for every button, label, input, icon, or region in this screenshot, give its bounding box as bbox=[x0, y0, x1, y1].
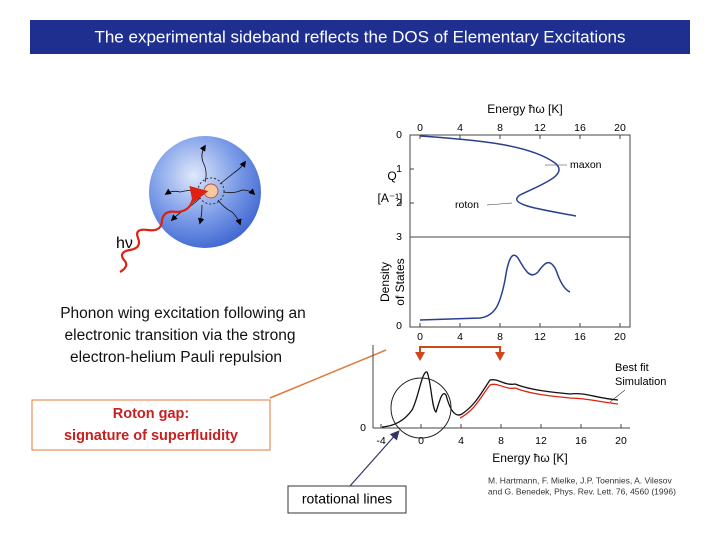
tick-label: 1 bbox=[396, 163, 402, 175]
dos-axis-label: of States bbox=[393, 258, 407, 305]
title: The experimental sideband reflects the D… bbox=[94, 27, 625, 46]
tick-label: 16 bbox=[574, 122, 586, 134]
citation: M. Hartmann, F. Mielke, J.P. Toennies, A… bbox=[488, 475, 673, 485]
highlight bbox=[390, 377, 452, 439]
simulation-curve bbox=[459, 383, 619, 419]
upper-figure: Energy ħω [K] Q [A⁻¹] Density of States … bbox=[377, 102, 631, 328]
x-axis-label: Energy ħω [K] bbox=[487, 102, 562, 116]
tick-label: 20 bbox=[615, 435, 627, 447]
dos-axis-label: Density bbox=[378, 262, 392, 302]
tick-label: 12 bbox=[534, 331, 546, 343]
tick-label: 4 bbox=[458, 435, 464, 447]
tick-label: 0 bbox=[417, 331, 423, 343]
dispersion-curve bbox=[419, 135, 577, 217]
x-axis-label: Energy ħω [K] bbox=[492, 451, 567, 465]
tick-label: 8 bbox=[497, 122, 503, 134]
tick-label: 4 bbox=[457, 122, 463, 134]
rotational-pointer bbox=[349, 430, 400, 487]
description-line: Phonon wing excitation following an bbox=[60, 305, 306, 322]
tick-label: 8 bbox=[498, 435, 504, 447]
photon bbox=[119, 185, 209, 273]
tick-label: 4 bbox=[457, 331, 463, 343]
callout-line: signature of superfluidity bbox=[64, 428, 238, 444]
tick-label: 12 bbox=[534, 122, 546, 134]
tick-label: 20 bbox=[614, 122, 626, 134]
annotation: maxon bbox=[570, 159, 602, 171]
callout-box bbox=[31, 399, 271, 451]
tick-label: 16 bbox=[575, 435, 587, 447]
title-bar bbox=[30, 20, 690, 54]
legend: Simulation bbox=[615, 376, 666, 388]
tick-label: 0 bbox=[360, 422, 366, 434]
tick-label: 0 bbox=[396, 129, 402, 141]
tick-label: 0 bbox=[396, 320, 402, 332]
tick-label: 0 bbox=[418, 435, 424, 447]
lower-figure: Best fit Simulation Energy ħω [K] bbox=[372, 345, 666, 465]
rotational-box bbox=[287, 485, 407, 514]
description-line: electron-helium Pauli repulsion bbox=[70, 349, 282, 366]
tick-label: -4 bbox=[376, 435, 385, 447]
description-line: electronic transition via the strong bbox=[65, 327, 296, 344]
legend: Best fit bbox=[615, 362, 649, 374]
tick-label: 8 bbox=[497, 331, 503, 343]
tick-label: 12 bbox=[535, 435, 547, 447]
dos-curve bbox=[419, 254, 571, 321]
q-axis-label: [A⁻¹] bbox=[377, 191, 402, 205]
measured-curve bbox=[381, 371, 619, 428]
photon-label: hν bbox=[116, 235, 133, 252]
tick-label: 16 bbox=[574, 331, 586, 343]
gap-arrow bbox=[419, 346, 501, 354]
q-axis-label: Q bbox=[387, 169, 396, 183]
tick-label: 3 bbox=[396, 231, 402, 243]
annotation: roton bbox=[455, 199, 479, 211]
impurity bbox=[203, 183, 219, 199]
tick-label: 2 bbox=[396, 197, 402, 209]
tick-label: 0 bbox=[417, 122, 423, 134]
frame bbox=[409, 134, 631, 328]
citation: and G. Benedek, Phys. Rev. Lett. 76, 456… bbox=[488, 486, 676, 496]
callout-line: Roton gap: bbox=[113, 406, 190, 422]
callout-pointer bbox=[269, 349, 387, 399]
tick-label: 20 bbox=[614, 331, 626, 343]
gap-arrow-heads bbox=[415, 352, 505, 361]
rotational-label: rotational lines bbox=[302, 491, 392, 507]
